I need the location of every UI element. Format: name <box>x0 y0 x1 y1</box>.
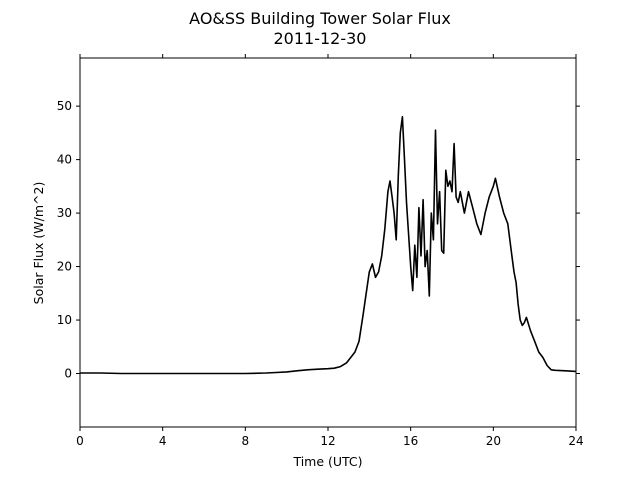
plot-area <box>80 116 577 375</box>
x-tick-label: 24 <box>568 434 583 448</box>
x-tick-label: 8 <box>242 434 250 448</box>
x-tick-label: 20 <box>486 434 501 448</box>
x-tick-label: 0 <box>76 434 84 448</box>
y-axis-label: Solar Flux (W/m^2) <box>31 182 46 305</box>
x-axis-label: Time (UTC) <box>292 454 362 469</box>
x-tick-label: 12 <box>320 434 335 448</box>
y-tick-label: 50 <box>57 99 72 113</box>
x-tick-label: 4 <box>159 434 167 448</box>
chart-title: AO&SS Building Tower Solar Flux <box>189 9 451 28</box>
x-tick-label: 16 <box>403 434 418 448</box>
plot-frame <box>79 57 577 428</box>
axis-ticks: 0 4 8 12 16 20 24 0 10 20 30 40 50 <box>57 54 584 448</box>
y-tick-label: 40 <box>57 153 72 167</box>
y-tick-label: 0 <box>64 367 72 381</box>
y-tick-label: 30 <box>57 206 72 220</box>
y-tick-label: 10 <box>57 313 72 327</box>
series-line-0 <box>80 116 577 375</box>
chart-subtitle: 2011-12-30 <box>274 29 367 48</box>
y-tick-label: 20 <box>57 260 72 274</box>
